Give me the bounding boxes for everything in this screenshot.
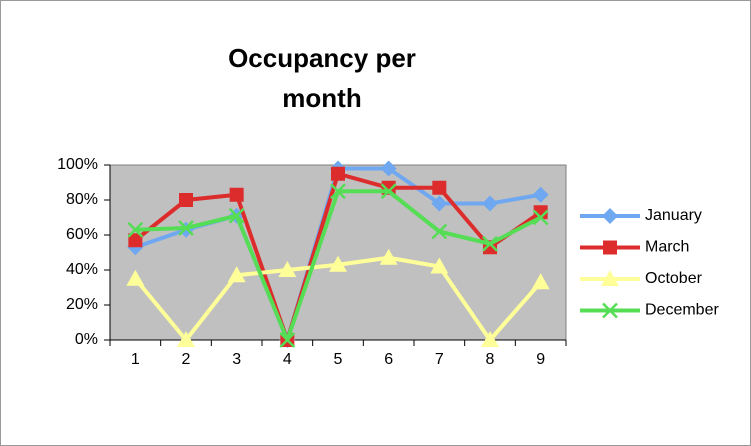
marker xyxy=(531,273,550,290)
marker xyxy=(329,255,347,272)
x-tick-label: 4 xyxy=(283,351,292,368)
marker xyxy=(380,183,397,200)
legend-label: December xyxy=(645,302,719,319)
y-tick-label: 100% xyxy=(57,156,98,173)
marker xyxy=(229,187,244,202)
marker xyxy=(532,209,549,226)
y-tick-label: 40% xyxy=(66,261,98,278)
x-tick-label: 6 xyxy=(384,351,393,368)
marker xyxy=(601,270,619,286)
legend-label: March xyxy=(645,239,689,256)
x-tick-label: 2 xyxy=(182,351,191,368)
marker xyxy=(177,331,195,347)
x-tick-label: 9 xyxy=(536,351,545,368)
marker xyxy=(379,248,398,265)
marker xyxy=(431,223,448,240)
marker xyxy=(228,207,245,224)
marker xyxy=(330,183,346,200)
x-tick-label: 8 xyxy=(486,351,495,368)
x-tick-label: 5 xyxy=(334,351,343,368)
marker xyxy=(532,186,549,203)
marker xyxy=(602,302,618,319)
y-tick-label: 80% xyxy=(66,191,98,208)
marker xyxy=(126,269,145,286)
x-tick-label: 1 xyxy=(131,351,140,368)
marker xyxy=(279,332,296,348)
marker xyxy=(179,193,193,207)
marker xyxy=(431,195,448,212)
marker xyxy=(380,160,397,177)
x-tick-label: 3 xyxy=(232,351,241,368)
marker xyxy=(482,235,498,252)
marker xyxy=(482,195,498,212)
marker xyxy=(331,166,345,181)
marker xyxy=(227,266,246,283)
x-tick-label: 7 xyxy=(435,351,444,368)
marker xyxy=(430,257,449,274)
marker xyxy=(128,233,143,248)
marker xyxy=(127,221,144,238)
chart-title: Occupancy per xyxy=(228,43,416,73)
marker xyxy=(481,331,499,347)
legend-label: October xyxy=(645,270,703,287)
marker xyxy=(178,220,194,236)
marker xyxy=(603,240,617,255)
y-tick-label: 20% xyxy=(66,296,98,313)
marker xyxy=(278,261,297,277)
y-tick-label: 60% xyxy=(66,226,98,243)
marker xyxy=(432,180,447,195)
chart-title: month xyxy=(282,83,361,113)
y-tick-label: 0% xyxy=(75,331,98,348)
marker xyxy=(602,208,618,224)
legend-label: January xyxy=(645,207,702,224)
